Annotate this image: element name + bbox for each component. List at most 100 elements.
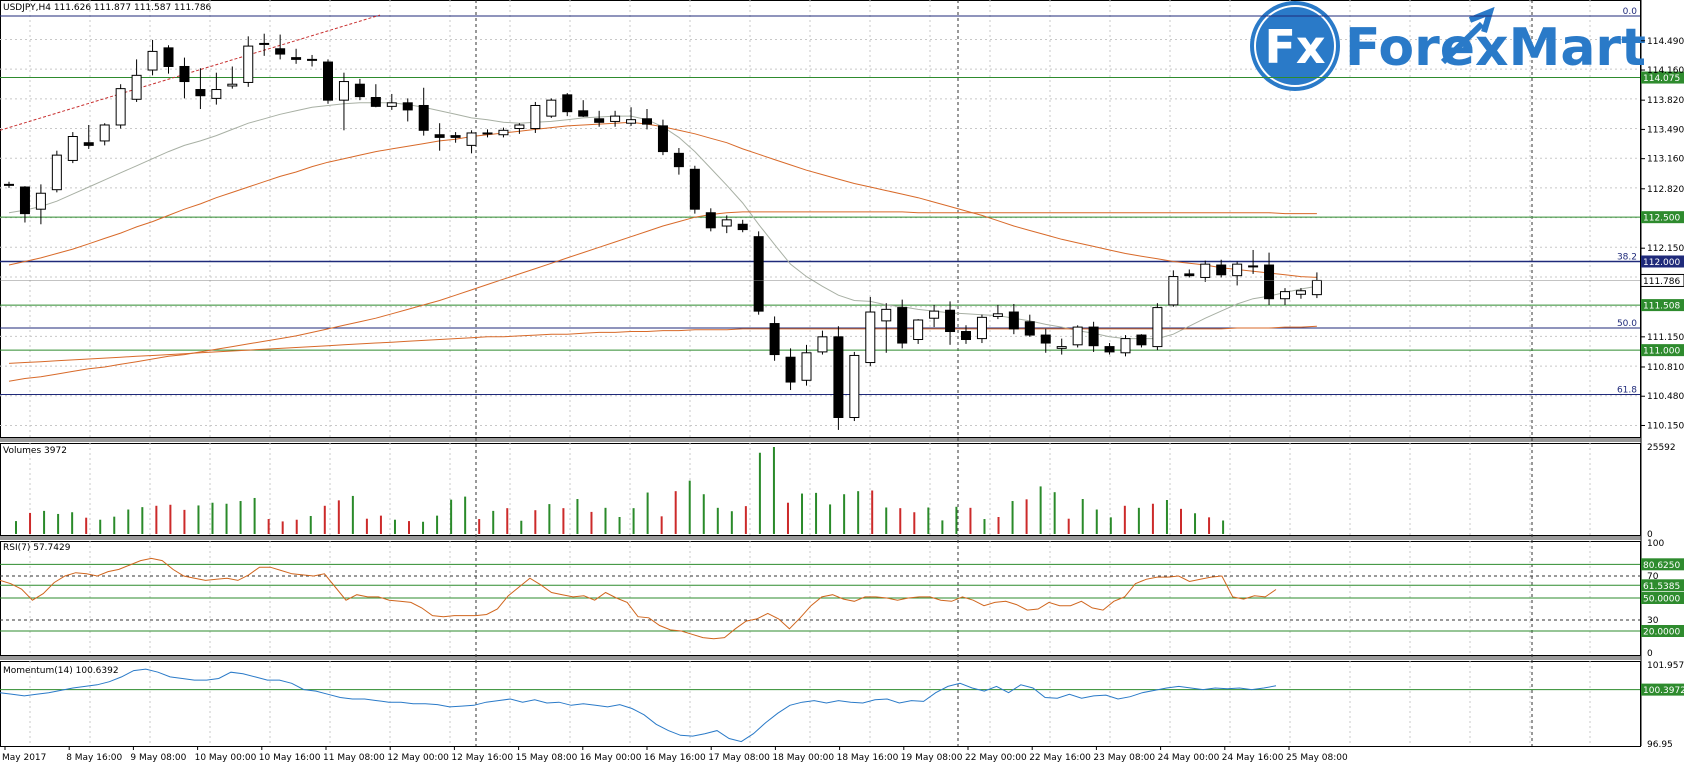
- bullish-candle-body: [865, 311, 876, 364]
- price-axis: 114.075 112.500 112.000 111.508 111.000 111.7…: [1640, 37, 1684, 750]
- time-axis-label: 24 May 16:00: [1222, 753, 1284, 763]
- bullish-candle-body: [1232, 263, 1243, 277]
- bearish-candle-body: [259, 42, 270, 45]
- price-level-tag: [1641, 255, 1684, 268]
- time-axis-label: 12 May 00:00: [387, 753, 449, 763]
- rsi-level-tag-text: 20.0000: [1643, 628, 1680, 638]
- candle: [418, 87, 429, 136]
- bullish-candle-body: [801, 352, 812, 381]
- candle: [1200, 260, 1211, 282]
- symbol-caption: USDJPY,H4 111.626 111.877 111.587 111.78…: [3, 3, 212, 13]
- candle: [721, 215, 732, 234]
- bullish-candle-body: [530, 104, 541, 130]
- candle: [929, 304, 940, 328]
- bullish-candle-body: [498, 129, 509, 136]
- volume-axis-tick-label: 0: [1647, 530, 1653, 540]
- price-level-tag: [1641, 299, 1684, 312]
- momentum-axis-tick-label: 101.957: [1647, 661, 1684, 671]
- price-axis-tick-label: 110.150: [1647, 421, 1684, 431]
- forexmart-logo: Fx ForexMart: [1250, 1, 1646, 91]
- candle: [865, 296, 876, 367]
- candle: [673, 148, 684, 175]
- candle: [1184, 269, 1195, 278]
- bearish-candle-body: [1088, 326, 1099, 347]
- bullish-candle-body: [626, 119, 637, 124]
- candle: [1040, 328, 1051, 353]
- bearish-candle-body: [769, 323, 780, 356]
- bearish-candle-body: [673, 152, 684, 168]
- bullish-candle-body: [514, 124, 525, 130]
- candle: [4, 181, 14, 188]
- rsi-level-tag-text: 61.5385: [1643, 582, 1680, 592]
- candle: [67, 132, 78, 164]
- candle: [1280, 288, 1290, 305]
- price-level-tag: [1641, 211, 1684, 224]
- time-axis-label: 16 May 16:00: [644, 753, 706, 763]
- time-axis-label: 11 May 08:00: [323, 753, 385, 763]
- candle: [19, 186, 30, 223]
- logo-badge-circle: [1250, 1, 1340, 91]
- time-axis: May 2017 8 May 16:00 9 May 08:00 10 May 00:…: [2, 746, 1348, 763]
- time-axis-label: 17 May 08:00: [708, 753, 770, 763]
- candle: [211, 72, 222, 105]
- bearish-candle-body: [657, 125, 668, 153]
- candle: [689, 165, 700, 214]
- bearish-candle-body: [594, 118, 605, 123]
- rsi-pane[interactable]: [0, 557, 1640, 640]
- candle: [1008, 304, 1019, 335]
- candle: [1152, 303, 1163, 351]
- candle: [562, 93, 573, 117]
- time-axis-label: 9 May 08:00: [130, 753, 186, 763]
- bearish-candle-body: [1104, 346, 1115, 353]
- candle: [402, 98, 413, 122]
- bullish-candle-body: [211, 89, 222, 99]
- candle: [1232, 261, 1243, 286]
- candle: [370, 84, 381, 108]
- price-axis-tick-label: 114.490: [1647, 37, 1684, 47]
- time-axis-label: 23 May 08:00: [1093, 753, 1155, 763]
- bullish-candle-body: [1248, 265, 1259, 268]
- price-pane[interactable]: 0.0 38.2 50.0 61.8: [0, 7, 1640, 430]
- candle: [657, 119, 668, 156]
- bearish-candle-body: [737, 223, 748, 231]
- candle: [610, 110, 621, 127]
- volume-pane[interactable]: [15, 447, 1225, 534]
- bearish-candle-body: [897, 307, 908, 344]
- bearish-candle-body: [482, 132, 493, 135]
- pane-separator: [0, 656, 1641, 660]
- time-axis-label: 22 May 00:00: [965, 753, 1027, 763]
- time-axis-label: 16 May 00:00: [580, 753, 642, 763]
- bullish-candle-body: [386, 102, 397, 107]
- bullish-candle-body: [610, 115, 621, 122]
- logo-badge-ring: [1254, 5, 1336, 87]
- candle: [1248, 249, 1259, 274]
- candle: [849, 351, 860, 422]
- fibonacci-level-label: 0.0: [1623, 7, 1638, 17]
- bullish-candle-body: [227, 83, 238, 87]
- bearish-candle-body: [1024, 321, 1035, 336]
- rsi-line: [0, 557, 1277, 640]
- price-level-tag: [1641, 344, 1684, 357]
- rsi-level-tag: [1641, 592, 1684, 604]
- momentum-line: [0, 668, 1277, 743]
- candle: [785, 348, 796, 391]
- bullish-candle-body: [976, 316, 987, 340]
- moving-average-line-slowest: [8, 325, 1317, 364]
- bearish-candle-body: [354, 83, 365, 98]
- bearish-candle-body: [195, 89, 206, 97]
- bullish-candle-body: [546, 99, 557, 117]
- fibonacci-level-label: 50.0: [1617, 319, 1637, 329]
- candle: [386, 93, 397, 110]
- bullish-candle-body: [51, 154, 62, 191]
- momentum-pane[interactable]: [0, 668, 1640, 743]
- candle: [881, 303, 892, 353]
- bearish-candle-body: [642, 118, 652, 125]
- bullish-candle-body: [992, 313, 1003, 317]
- candle: [594, 110, 605, 127]
- candle: [626, 107, 637, 126]
- rsi-axis-tick-label: 0: [1647, 649, 1653, 659]
- bullish-candle-body: [1200, 263, 1211, 278]
- time-axis-label: 22 May 16:00: [1029, 753, 1091, 763]
